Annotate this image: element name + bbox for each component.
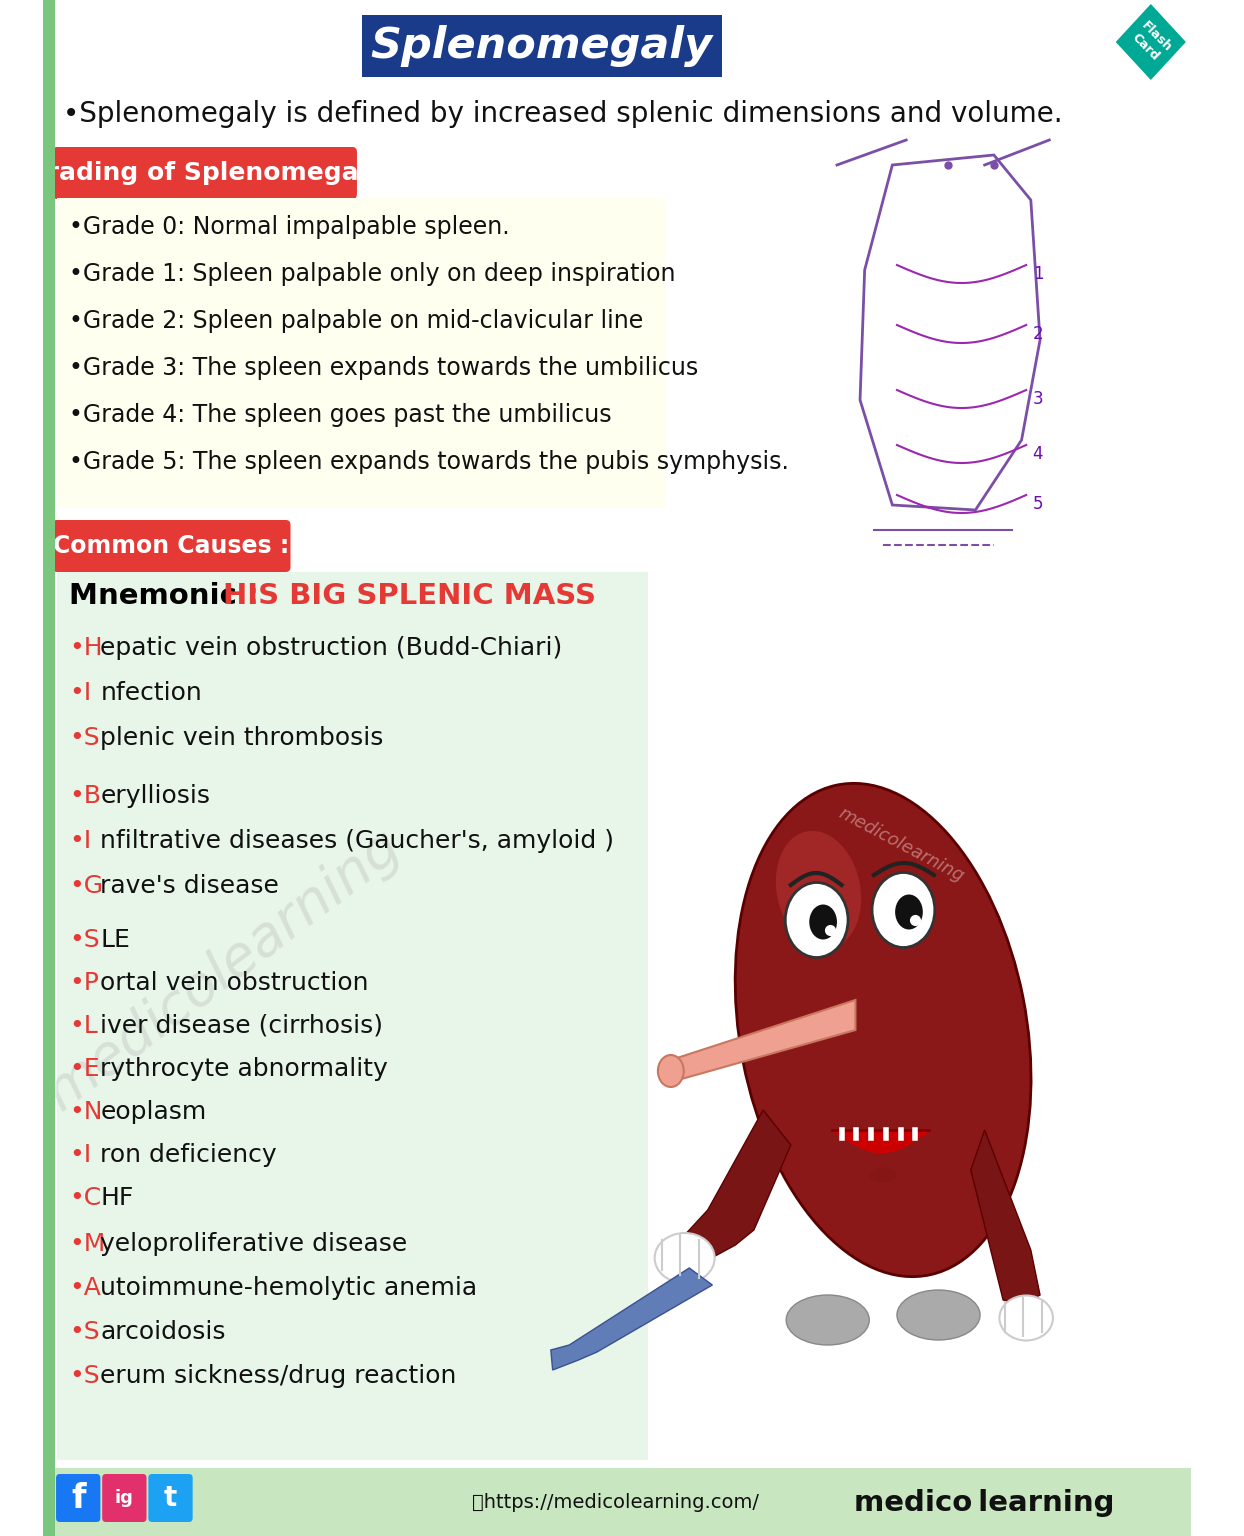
Text: •Splenomegaly is defined by increased splenic dimensions and volume.: •Splenomegaly is defined by increased sp… [63,100,1064,127]
Text: •C: •C [68,1186,101,1210]
Text: ortal vein obstruction: ortal vein obstruction [101,971,369,995]
Text: •S: •S [68,928,100,952]
FancyBboxPatch shape [52,521,291,571]
Text: epatic vein obstruction (Budd-Chiari): epatic vein obstruction (Budd-Chiari) [101,636,562,660]
Text: ron deficiency: ron deficiency [101,1143,277,1167]
Text: •B: •B [68,783,101,808]
Text: nfiltrative diseases (Gaucher's, amyloid ): nfiltrative diseases (Gaucher's, amyloid… [101,829,615,852]
Text: 3: 3 [1033,390,1044,409]
Text: •Grade 4: The spleen goes past the umbilicus: •Grade 4: The spleen goes past the umbil… [68,402,612,427]
Text: medicolearning: medicolearning [35,819,411,1121]
Text: 2: 2 [1033,326,1044,343]
Ellipse shape [658,1055,684,1087]
Text: •I: •I [68,680,91,705]
Ellipse shape [785,883,848,957]
Text: f: f [71,1482,86,1514]
Polygon shape [970,1130,1040,1306]
Text: Splenomegaly: Splenomegaly [371,25,713,68]
Text: •S: •S [68,1319,100,1344]
FancyBboxPatch shape [52,147,357,200]
Text: rave's disease: rave's disease [101,874,279,899]
Text: •N: •N [68,1100,102,1124]
Ellipse shape [872,872,934,948]
Text: •Grade 3: The spleen expands towards the umbilicus: •Grade 3: The spleen expands towards the… [68,356,698,379]
Text: Flash
Card: Flash Card [1128,18,1174,65]
Text: LE: LE [101,928,131,952]
FancyBboxPatch shape [148,1475,193,1522]
Text: iver disease (cirrhosis): iver disease (cirrhosis) [101,1014,383,1038]
Text: •L: •L [68,1014,98,1038]
FancyBboxPatch shape [102,1475,147,1522]
FancyBboxPatch shape [362,15,722,77]
Text: t: t [164,1484,177,1511]
Text: rythrocyte abnormality: rythrocyte abnormality [101,1057,388,1081]
Text: •S: •S [68,727,100,750]
Text: Grading of Splenomegaly: Grading of Splenomegaly [26,161,383,184]
Text: •P: •P [68,971,98,995]
Text: Mnemonic :: Mnemonic : [68,582,269,610]
Ellipse shape [897,1290,980,1339]
Text: •Grade 0: Normal impalpable spleen.: •Grade 0: Normal impalpable spleen. [68,215,510,240]
Ellipse shape [786,1295,870,1346]
Text: yeloproliferative disease: yeloproliferative disease [101,1232,408,1256]
Text: nfection: nfection [101,680,202,705]
Ellipse shape [810,905,837,940]
Text: •Grade 2: Spleen palpable on mid-clavicular line: •Grade 2: Spleen palpable on mid-clavicu… [68,309,643,333]
Polygon shape [671,1000,856,1081]
Polygon shape [1116,5,1186,80]
Text: •E: •E [68,1057,100,1081]
Text: •H: •H [68,636,102,660]
Text: 5: 5 [1033,495,1044,513]
FancyBboxPatch shape [44,1468,1192,1536]
Polygon shape [551,1269,713,1370]
FancyBboxPatch shape [57,198,667,508]
Text: 4: 4 [1033,445,1044,462]
FancyBboxPatch shape [57,571,648,1461]
Text: •Grade 1: Spleen palpable only on deep inspiration: •Grade 1: Spleen palpable only on deep i… [68,263,675,286]
Ellipse shape [870,1167,897,1183]
Text: •A: •A [68,1276,101,1299]
Ellipse shape [776,831,861,949]
Text: •G: •G [68,874,103,899]
Text: eoplasm: eoplasm [101,1100,207,1124]
Ellipse shape [735,783,1031,1276]
FancyBboxPatch shape [44,0,55,1536]
Text: Common Causes :: Common Causes : [53,535,290,558]
Ellipse shape [999,1295,1052,1341]
Text: •M: •M [68,1232,106,1256]
Text: medicolearning: medicolearning [836,805,968,886]
Text: 1: 1 [1033,266,1044,283]
Text: •Grade 5: The spleen expands towards the pubis symphysis.: •Grade 5: The spleen expands towards the… [68,450,789,475]
Text: arcoidosis: arcoidosis [101,1319,226,1344]
Text: utoimmune-hemolytic anemia: utoimmune-hemolytic anemia [101,1276,478,1299]
Text: erylliosis: erylliosis [101,783,210,808]
Text: •I: •I [68,829,91,852]
Text: •I: •I [68,1143,91,1167]
Text: medico learning: medico learning [855,1488,1115,1518]
Text: HF: HF [101,1186,134,1210]
FancyBboxPatch shape [56,1475,101,1522]
Text: HIS BIG SPLENIC MASS: HIS BIG SPLENIC MASS [223,582,596,610]
Text: plenic vein thrombosis: plenic vein thrombosis [101,727,383,750]
Text: ig: ig [114,1488,134,1507]
Ellipse shape [896,894,923,929]
Text: ⓘhttps://medicolearning.com/: ⓘhttps://medicolearning.com/ [471,1493,759,1513]
Ellipse shape [654,1233,714,1283]
Polygon shape [680,1111,791,1266]
Text: erum sickness/drug reaction: erum sickness/drug reaction [101,1364,457,1389]
Text: •S: •S [68,1364,100,1389]
